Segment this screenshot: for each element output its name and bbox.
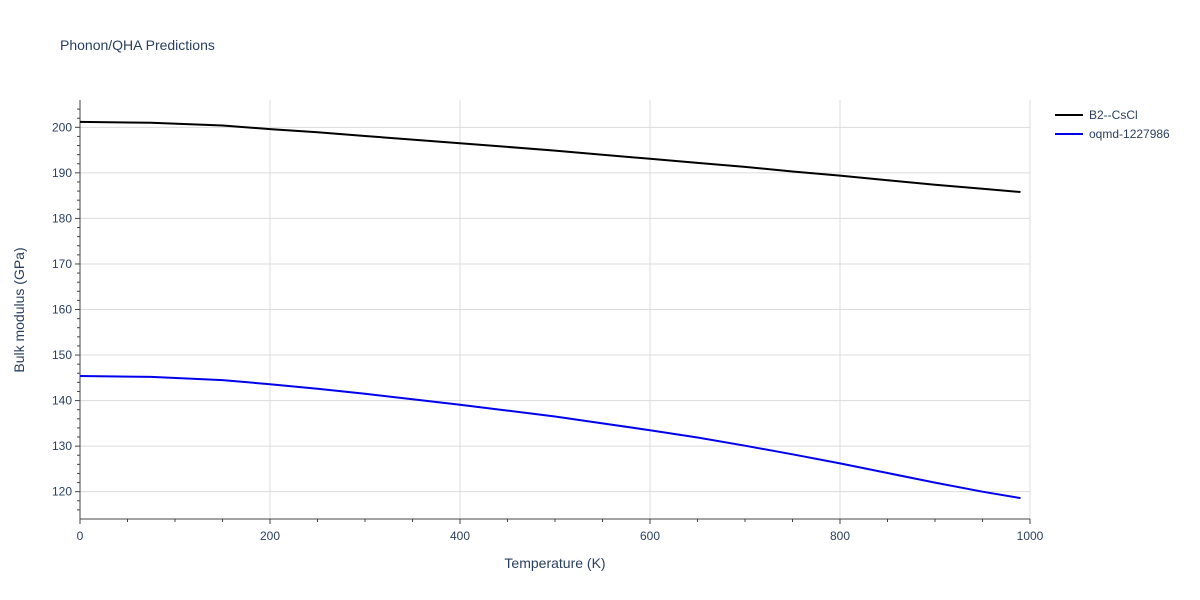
x-tick-label: 1000 bbox=[1017, 529, 1044, 543]
x-tick-label: 400 bbox=[450, 529, 470, 543]
x-axis-title: Temperature (K) bbox=[504, 555, 605, 571]
series-line-1[interactable] bbox=[79, 375, 1021, 500]
x-tick-label: 600 bbox=[640, 529, 660, 543]
axes: 120 130 140 150 160 170 180 190 200 0 200 400 600 800… bbox=[52, 100, 1044, 543]
y-tick-label: 190 bbox=[52, 166, 72, 180]
y-tick-label: 120 bbox=[52, 485, 72, 499]
y-tick-label: 140 bbox=[52, 394, 72, 408]
x-tick-label: 200 bbox=[260, 529, 280, 543]
plot-area bbox=[79, 120, 1021, 500]
y-tick-label: 200 bbox=[52, 120, 72, 134]
y-tick-label: 180 bbox=[52, 211, 72, 225]
x-tick-label: 800 bbox=[830, 529, 850, 543]
legend-label[interactable]: B2--CsCl bbox=[1089, 108, 1138, 122]
y-tick-label: 160 bbox=[52, 303, 72, 317]
y-tick-label: 150 bbox=[52, 348, 72, 362]
chart-title: Phonon/QHA Predictions bbox=[60, 37, 215, 53]
y-axis-title: Bulk modulus (GPa) bbox=[11, 247, 27, 372]
series-line-0[interactable] bbox=[79, 120, 1021, 193]
x-tick-label: 0 bbox=[77, 529, 84, 543]
y-tick-label: 170 bbox=[52, 257, 72, 271]
grid bbox=[80, 100, 1031, 519]
legend-label[interactable]: oqmd-1227986 bbox=[1089, 127, 1170, 141]
legend[interactable]: B2--CsCl oqmd-1227986 bbox=[1055, 108, 1170, 141]
y-tick-label: 130 bbox=[52, 439, 72, 453]
